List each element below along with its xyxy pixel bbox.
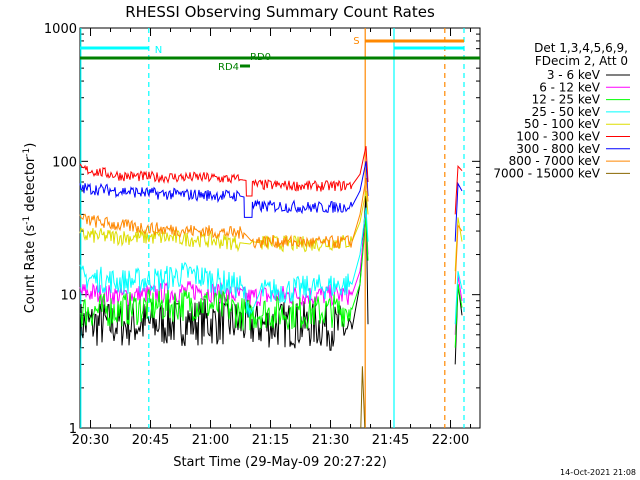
flag-label-0: N [155, 45, 162, 56]
series-3-trace-0 [79, 207, 369, 318]
flag-label-4: RD4 [218, 62, 239, 73]
x-tick-label-3: 21:15 [252, 433, 289, 448]
legend-label-5: 100 - 300 keV [516, 130, 600, 144]
series-5-trace-1 [454, 164, 463, 215]
x-tick-label-4: 21:30 [312, 433, 349, 448]
x-axis-label: Start Time (29-May-09 20:27:22) [173, 455, 387, 470]
series-5-trace-0 [79, 145, 369, 197]
axis-ticks: 20:30 20:45 21:00 21:15 21:30 21:45 22:00 1 10 10… [44, 22, 480, 448]
series-8 [360, 366, 366, 429]
x-tick-label-6: 22:00 [432, 433, 469, 448]
series-4 [79, 190, 463, 272]
legend-label-1: 6 - 12 keV [539, 80, 601, 94]
legend-label-8: 7000 - 15000 keV [493, 166, 600, 180]
series-group [79, 145, 463, 429]
series-7-trace-1 [454, 224, 463, 285]
svg-text:Count Rate (s-1 detector-1): Count Rate (s-1 detector-1) [22, 143, 38, 314]
series-2 [79, 217, 463, 348]
legend-label-6: 300 - 800 keV [516, 142, 600, 156]
series-7-trace-0 [79, 177, 369, 249]
series-4-trace-1 [454, 217, 463, 272]
series-5 [79, 145, 463, 215]
series-8-trace-0 [360, 366, 366, 429]
chart-title: RHESSI Observing Summary Count Rates [125, 3, 435, 21]
x-tick-label-5: 21:45 [372, 433, 409, 448]
series-6-trace-1 [454, 181, 463, 242]
series-0 [79, 195, 463, 365]
series-2-trace-0 [79, 217, 369, 331]
y-tick-label-0: 1 [69, 422, 77, 437]
legend-title-2: FDecim 2, Att 0 [535, 54, 628, 68]
legend-label-3: 25 - 50 keV [532, 105, 601, 119]
x-tick-label-2: 21:00 [192, 433, 229, 448]
legend-label-0: 3 - 6 keV [547, 68, 601, 82]
series-6-trace-0 [79, 161, 369, 218]
series-2-trace-1 [454, 284, 463, 348]
series-3 [79, 207, 463, 325]
footer-timestamp: 14-Oct-2021 21:08 [560, 468, 636, 477]
legend-label-7: 800 - 7000 keV [509, 154, 601, 168]
y-tick-label-2: 100 [52, 155, 77, 170]
flag-label-1: S [353, 36, 359, 47]
x-tick-label-1: 20:45 [132, 433, 169, 448]
legend-title-1: Det 1,3,4,5,6,9, [534, 41, 628, 55]
series-3-trace-1 [454, 271, 463, 325]
y-tick-label-1: 10 [60, 289, 77, 304]
series-7 [79, 177, 463, 285]
flag-label-3: RD0 [250, 52, 271, 63]
series-4-trace-0 [79, 190, 369, 253]
y-axis-label: Count Rate (s-1 detector-1) [22, 143, 38, 314]
legend-label-4: 50 - 100 keV [524, 117, 601, 131]
legend-label-2: 12 - 25 keV [532, 93, 601, 107]
instrument-flags: N S RD0 RD4 [80, 36, 480, 73]
plot-frame [79, 27, 481, 429]
y-tick-label-3: 1000 [44, 22, 77, 37]
x-tick-label-0: 20:30 [72, 433, 109, 448]
series-6 [79, 161, 463, 242]
